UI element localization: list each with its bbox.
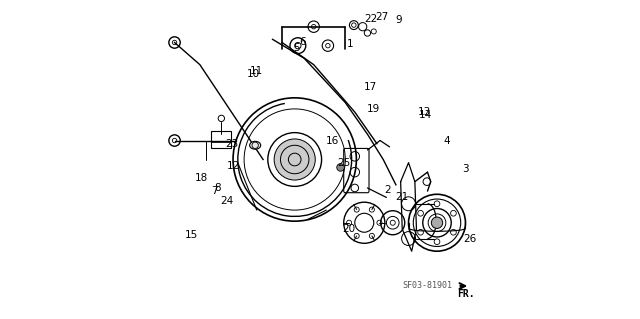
Text: 3: 3 [462, 164, 468, 174]
Text: 1: 1 [347, 39, 353, 49]
Ellipse shape [250, 141, 260, 149]
Circle shape [431, 217, 443, 228]
Text: 19: 19 [367, 104, 380, 114]
Text: 18: 18 [195, 174, 208, 183]
Text: 23: 23 [225, 139, 238, 149]
Text: 7: 7 [211, 186, 218, 196]
Text: SF03-81901: SF03-81901 [402, 281, 452, 291]
Circle shape [337, 164, 344, 171]
Text: 26: 26 [463, 234, 477, 243]
Text: 25: 25 [337, 158, 350, 168]
Text: 12: 12 [227, 161, 239, 171]
Text: 9: 9 [396, 15, 403, 26]
Text: 27: 27 [375, 12, 388, 22]
Text: 21: 21 [396, 192, 409, 203]
Text: 14: 14 [419, 110, 432, 120]
Text: 17: 17 [364, 82, 377, 92]
Text: FR.: FR. [458, 288, 475, 299]
Text: 20: 20 [342, 224, 355, 234]
Bar [211, 131, 232, 148]
Text: 8: 8 [214, 183, 221, 193]
Circle shape [274, 139, 316, 180]
Text: 13: 13 [418, 107, 431, 117]
Text: 16: 16 [326, 136, 339, 145]
Text: 24: 24 [220, 196, 234, 206]
Text: 15: 15 [186, 230, 198, 241]
Text: 11: 11 [250, 66, 264, 76]
Text: 6: 6 [300, 38, 306, 48]
Text: 5: 5 [293, 43, 300, 53]
Text: 10: 10 [247, 69, 260, 79]
Text: 4: 4 [443, 136, 450, 145]
Text: 2: 2 [385, 184, 391, 195]
Text: 22: 22 [364, 14, 377, 24]
